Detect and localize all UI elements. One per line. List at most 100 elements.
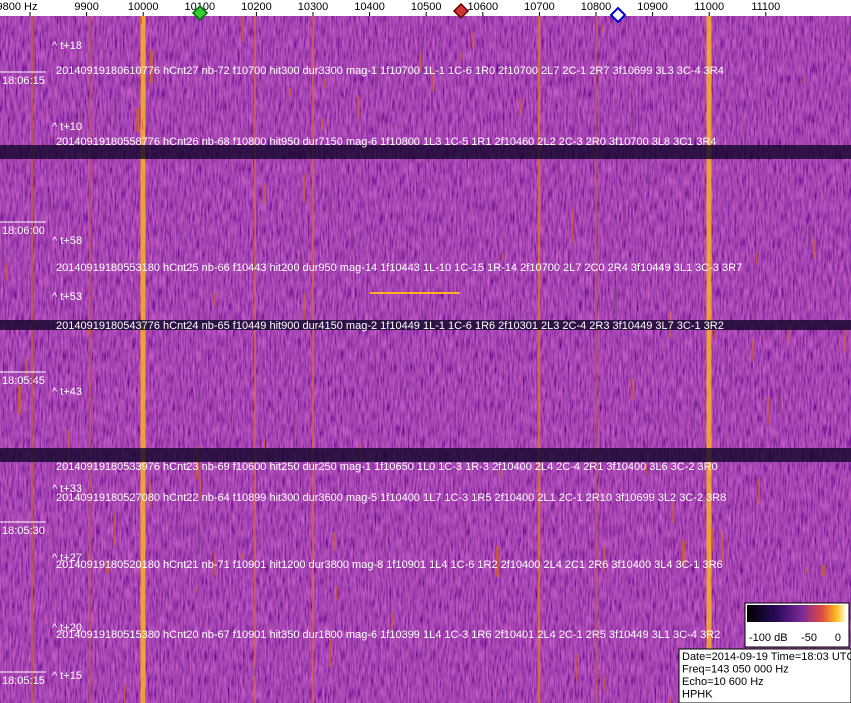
info-line: Date=2014-09-19 Time=18:03 UTC	[682, 651, 851, 663]
speckle	[300, 236, 301, 268]
speckle	[672, 502, 674, 524]
speckle	[204, 512, 206, 528]
speckle	[303, 293, 305, 323]
speckle	[114, 513, 116, 546]
marker-label: ^ t+53	[52, 291, 82, 303]
speckle	[71, 63, 72, 76]
speckle	[324, 78, 326, 89]
speckle	[729, 363, 732, 380]
speckle	[808, 225, 811, 249]
detection: 20140919180515380 hCnt20 nb-67 f10901 hi…	[56, 629, 720, 641]
speckle	[751, 512, 752, 527]
speckle	[237, 253, 238, 279]
speckle	[191, 552, 193, 562]
speckle	[460, 52, 462, 61]
speckle	[263, 183, 265, 204]
trace	[254, 16, 256, 703]
speckle	[754, 302, 756, 327]
speckle	[572, 209, 573, 243]
speckle	[472, 33, 474, 48]
freq-label: 10200	[241, 1, 272, 13]
colorbar-label: 0	[835, 632, 841, 644]
speckle	[758, 478, 760, 504]
speckle	[89, 294, 90, 310]
speckle	[198, 392, 200, 401]
speckle	[767, 397, 769, 424]
speckle	[565, 647, 566, 657]
speckle	[438, 40, 440, 50]
colorbar-label: -100 dB	[749, 632, 788, 644]
speckle	[322, 118, 324, 130]
speckle	[93, 344, 95, 348]
detection: 20140919180520180 hCnt21 nb-71 f10901 hi…	[56, 559, 723, 571]
speckle	[75, 226, 77, 250]
speckle	[289, 88, 291, 97]
speckle	[196, 587, 197, 592]
speckle	[211, 348, 212, 356]
speckle	[329, 638, 331, 668]
speckle	[48, 192, 50, 212]
marker-label: ^ t+33	[52, 483, 82, 495]
marker-green	[191, 4, 209, 22]
speckle	[474, 406, 475, 422]
info-line: Echo=10 600 Hz	[682, 676, 764, 688]
speckle	[330, 188, 332, 220]
speckle	[722, 532, 724, 563]
speckle	[254, 668, 256, 676]
speckle	[783, 131, 784, 150]
speckle	[392, 611, 393, 630]
freq-label: 10700	[524, 1, 555, 13]
speckle	[375, 68, 378, 89]
speckle	[357, 95, 359, 118]
speckle	[603, 546, 605, 571]
marker-label: ^ t+27	[52, 552, 82, 564]
marker-label: ^ t+18	[52, 40, 82, 52]
speckle	[415, 331, 416, 354]
detection: 20140919180543776 hCnt24 nb-65 f10449 hi…	[56, 320, 724, 332]
waterfall-traces	[0, 16, 851, 703]
speckle	[150, 50, 153, 83]
speckle	[242, 16, 244, 42]
freq-label: 11100	[751, 1, 780, 13]
speckle	[425, 639, 427, 657]
speckle	[142, 118, 143, 130]
speckle	[77, 49, 79, 73]
freq-label: 10500	[411, 1, 442, 13]
speckle	[336, 586, 337, 600]
speckle	[557, 149, 560, 174]
detections: 20140919180610776 hCnt27 nb-72 f10700 hi…	[56, 65, 742, 641]
speckle	[198, 524, 200, 555]
detection: 20140919180527080 hCnt22 nb-64 f10899 hi…	[56, 492, 726, 504]
speckle	[603, 677, 605, 691]
dark-band	[0, 320, 851, 330]
colorbar	[747, 605, 847, 622]
freq-axis-bar	[0, 0, 851, 16]
speckle	[249, 101, 250, 110]
time-label: 18:05:15	[2, 675, 45, 687]
freq-label: 10400	[354, 1, 385, 13]
speckle	[125, 242, 126, 256]
freq-axis: 9800 Hz990010000101001020010300104001050…	[0, 1, 780, 16]
time-label: 18:05:30	[2, 525, 45, 537]
waterfall-noise	[0, 16, 851, 703]
detection: 20140919180553180 hCnt25 nb-66 f10443 hi…	[56, 262, 742, 274]
trace	[370, 292, 460, 294]
freq-label: 9800 Hz	[0, 1, 37, 13]
info-box	[678, 648, 851, 703]
trace	[31, 16, 33, 703]
speckle	[544, 200, 546, 206]
marker-blue	[609, 6, 627, 24]
speckle	[421, 36, 423, 61]
speckle	[787, 325, 790, 342]
speckle	[420, 52, 422, 71]
speckle	[647, 159, 649, 184]
speckle	[756, 253, 757, 264]
speckle	[248, 123, 249, 136]
speckle	[293, 414, 295, 444]
speckle	[427, 451, 428, 482]
info-line: Freq=143 050 000 Hz	[682, 663, 789, 675]
speckle	[670, 697, 671, 703]
marker-label: ^ t+10	[52, 121, 82, 133]
trace	[312, 16, 314, 703]
speckle	[837, 198, 838, 226]
